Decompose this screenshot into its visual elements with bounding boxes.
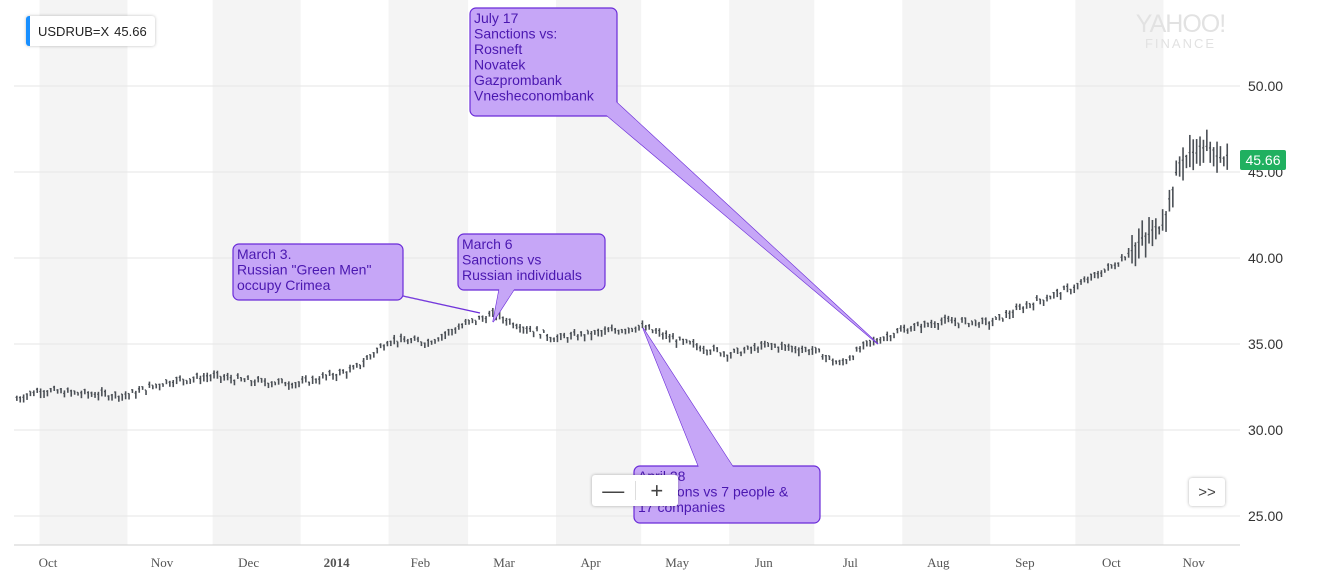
x-tick-label: Aug xyxy=(927,555,950,570)
annotation-april28: April 28Sanctions vs 7 people &17 compan… xyxy=(633,327,821,524)
annotation-pointer-fill xyxy=(375,290,480,313)
x-tick-label: Nov xyxy=(151,555,174,570)
y-tick-label: 50.00 xyxy=(1248,78,1283,94)
annotation-text-line: Rosneft xyxy=(474,41,522,57)
x-tick-label: Oct xyxy=(1102,555,1121,570)
month-shade xyxy=(39,0,128,545)
yahoo-finance-logo: YAHOO! FINANCE xyxy=(1128,10,1233,51)
annotation-text-line: March 6 xyxy=(462,236,513,252)
x-tick-label: Dec xyxy=(238,555,259,570)
annotation-text-line: Russian individuals xyxy=(462,267,582,283)
annotation-march3: March 3.Russian "Green Men"occupy Crimea xyxy=(232,243,481,314)
annotation-text-line: Vnesheconombank xyxy=(474,88,595,104)
annotation-pointer-fill xyxy=(643,328,735,470)
x-tick-label: Nov xyxy=(1182,555,1205,570)
zoom-control: — + xyxy=(592,475,678,506)
annotation-text-line: March 3. xyxy=(237,246,291,262)
month-shade xyxy=(902,0,991,545)
x-tick-label: 2014 xyxy=(324,555,351,570)
x-tick-label: Jun xyxy=(755,555,774,570)
x-tick-label: May xyxy=(665,555,689,570)
x-tick-label: Sep xyxy=(1015,555,1035,570)
month-shade xyxy=(1075,0,1164,545)
annotation-text-line: Sanctions vs xyxy=(462,252,541,268)
zoom-out-button[interactable]: — xyxy=(602,477,625,503)
y-tick-label: 25.00 xyxy=(1248,508,1283,524)
y-tick-label: 40.00 xyxy=(1248,250,1283,266)
ticker-accent xyxy=(26,16,30,46)
zoom-in-button[interactable]: + xyxy=(650,477,664,503)
scroll-forward-button[interactable]: >> xyxy=(1189,478,1225,506)
month-shade xyxy=(729,0,815,545)
ticker-badge[interactable]: USDRUB=X 45.66 xyxy=(26,16,155,46)
last-price-tag: 45.66 xyxy=(1240,150,1286,170)
annotation-text-line: Gazprombank xyxy=(474,72,563,88)
annotation-text-line: Sanctions vs: xyxy=(474,26,557,42)
x-tick-label: Feb xyxy=(411,555,431,570)
annotation-text-line: occupy Crimea xyxy=(237,277,331,293)
x-tick-label: Oct xyxy=(39,555,58,570)
annotation-pointer-fill xyxy=(493,285,515,322)
x-tick-label: Apr xyxy=(581,555,602,570)
annotation-pointer-fill xyxy=(598,100,878,344)
y-tick-label: 30.00 xyxy=(1248,422,1283,438)
annotation-text-line: Russian "Green Men" xyxy=(237,262,371,278)
annotation-box xyxy=(469,7,618,117)
x-tick-label: Jul xyxy=(843,555,859,570)
x-axis-ticks: Oct Nov Dec 2014 Feb Mar Apr May Jun Jul Aug Sep Oct… xyxy=(39,555,1206,570)
logo-line1: YAHOO! xyxy=(1135,10,1226,38)
price-bars xyxy=(15,129,1229,403)
annotation-box xyxy=(457,233,606,291)
logo-line2: FINANCE xyxy=(1144,36,1217,51)
ticker-symbol: USDRUB=X xyxy=(38,23,110,39)
x-tick-label: Mar xyxy=(493,555,515,570)
annotation-box xyxy=(232,243,404,301)
annotation-callouts: March 3.Russian "Green Men"occupy Crimea… xyxy=(232,7,879,524)
annotation-text-line: July 17 xyxy=(474,10,519,26)
zoom-divider xyxy=(634,481,636,500)
annotation-text-line: Novatek xyxy=(474,57,526,73)
ticker-value: 45.66 xyxy=(114,23,147,39)
horizontal-gridlines xyxy=(14,85,1240,517)
y-tick-label: 35.00 xyxy=(1248,336,1283,352)
